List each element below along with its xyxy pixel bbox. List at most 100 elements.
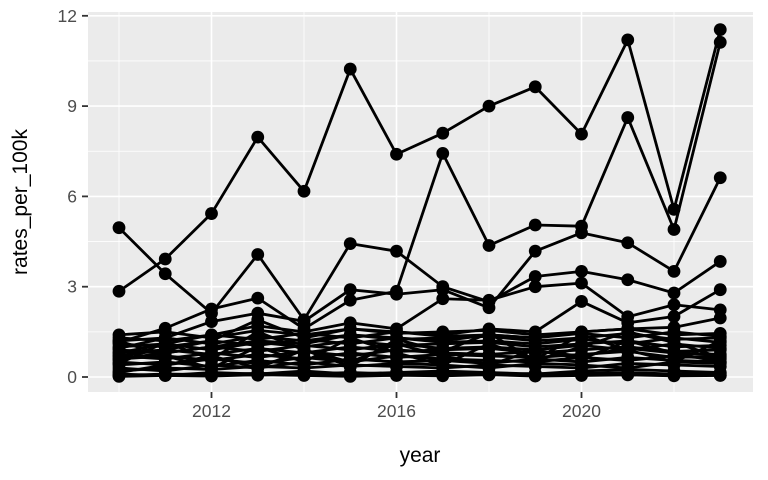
data-point: [575, 226, 588, 240]
data-point: [158, 349, 172, 363]
data-point: [251, 368, 265, 381]
data-point: [436, 126, 450, 140]
data-point: [528, 328, 542, 342]
data-point: [575, 276, 588, 290]
data-point: [575, 352, 588, 366]
data-point: [112, 284, 126, 298]
data-point: [251, 248, 265, 261]
series-line: [117, 362, 722, 373]
data-point: [251, 130, 265, 144]
data-point: [205, 302, 218, 316]
data-point: [621, 325, 635, 339]
data-point: [667, 310, 681, 323]
series-line: [117, 350, 722, 362]
series-line: [117, 40, 722, 344]
data-point: [713, 351, 727, 364]
data-point: [575, 127, 588, 141]
data-point: [621, 334, 635, 348]
data-point: [390, 346, 403, 360]
data-point: [205, 207, 218, 220]
data-point: [621, 354, 635, 367]
data-point: [713, 35, 727, 49]
data-point: [575, 295, 588, 308]
data-point: [667, 346, 681, 360]
data-point: [205, 315, 218, 329]
series-line: [117, 368, 722, 377]
data-point: [205, 331, 218, 345]
y-tick-label: 3: [67, 277, 77, 297]
data-point: [482, 99, 496, 113]
data-point: [158, 252, 172, 266]
data-point: [528, 280, 542, 294]
data-point: [667, 223, 681, 236]
series-line: [117, 28, 722, 293]
data-point: [297, 369, 311, 382]
data-point: [528, 270, 542, 283]
data-point: [713, 171, 727, 185]
data-point: [621, 111, 635, 124]
data-point: [436, 358, 450, 372]
data-point: [436, 369, 450, 383]
data-point: [482, 358, 496, 372]
series-line: [117, 226, 722, 322]
data-point: [112, 334, 126, 348]
data-point: [621, 33, 635, 47]
data-point: [713, 311, 727, 325]
data-point: [251, 325, 265, 339]
data-point: [482, 293, 496, 307]
data-point: [621, 273, 635, 287]
data-point: [343, 237, 357, 251]
data-point: [667, 355, 681, 369]
data-point: [621, 343, 635, 357]
data-point: [528, 354, 542, 367]
data-point: [713, 369, 727, 382]
data-point: [297, 355, 311, 369]
data-point: [482, 326, 496, 340]
x-tick-label: 2020: [562, 401, 601, 421]
data-point: [343, 293, 357, 307]
data-point: [343, 322, 357, 336]
data-point: [575, 369, 588, 382]
x-axis-title: year: [399, 444, 441, 467]
data-point: [390, 332, 403, 346]
series-line: [117, 176, 722, 350]
data-point: [251, 291, 265, 305]
data-point: [528, 369, 542, 383]
series-line: [117, 330, 722, 368]
data-point: [482, 337, 496, 351]
data-point: [297, 314, 311, 328]
data-point: [528, 244, 542, 258]
series-line: [117, 281, 722, 355]
data-point: [390, 147, 403, 161]
series-line: [117, 373, 722, 378]
data-point: [343, 369, 357, 383]
y-axis-title: rates_per_100k: [9, 129, 32, 275]
data-point: [390, 368, 403, 382]
data-point: [158, 325, 172, 339]
data-point: [343, 62, 357, 76]
data-point: [205, 369, 218, 383]
series-line: [117, 339, 722, 374]
data-point: [667, 202, 681, 216]
y-tick-label: 9: [67, 96, 77, 116]
data-point: [251, 340, 265, 354]
y-tick-label: 0: [67, 367, 77, 387]
data-point: [112, 369, 126, 383]
data-point: [667, 264, 681, 278]
data-point: [528, 218, 542, 232]
x-tick-label: 2012: [192, 401, 231, 421]
data-point: [436, 325, 450, 339]
y-tick-label: 12: [58, 6, 77, 26]
data-point: [528, 80, 542, 94]
data-point: [343, 331, 357, 345]
data-point: [528, 343, 542, 357]
data-point: [575, 340, 588, 354]
data-point: [667, 286, 681, 300]
data-point: [297, 328, 311, 342]
x-tick-label: 2016: [377, 401, 416, 421]
data-point: [251, 313, 265, 327]
data-point: [112, 221, 126, 235]
data-point: [713, 255, 727, 268]
